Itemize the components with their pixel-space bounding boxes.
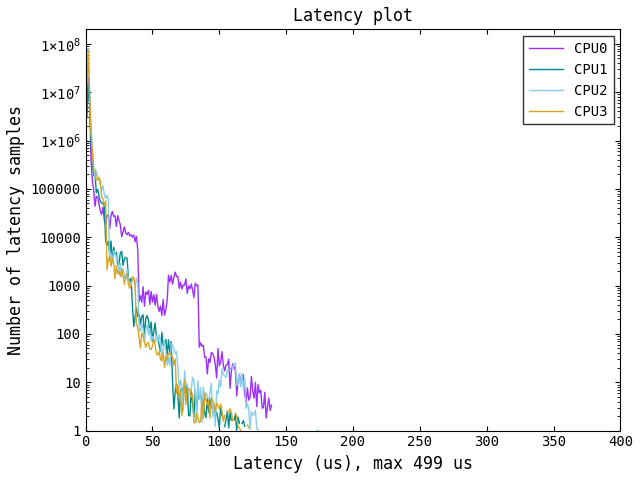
CPU0 [255,390,263,396]
Y-axis label: Number of latency samples: Number of latency samples [7,105,25,355]
Legend: CPU0, CPU1, CPU2, CPU3: CPU0, CPU1, CPU2, CPU3 [523,36,614,124]
Line: CPU3: CPU3 [87,51,595,431]
CPU0 [146,301,154,307]
CPU2 [146,325,154,331]
CPU1 [146,330,154,336]
X-axis label: Latency (us), max 499 us: Latency (us), max 499 us [233,455,473,473]
Title: Latency plot: Latency plot [293,7,413,25]
Line: CPU2: CPU2 [87,48,614,431]
Line: CPU0: CPU0 [87,78,618,431]
Line: CPU1: CPU1 [87,84,421,431]
CPU3 [146,346,154,352]
CPU1 [417,428,425,433]
